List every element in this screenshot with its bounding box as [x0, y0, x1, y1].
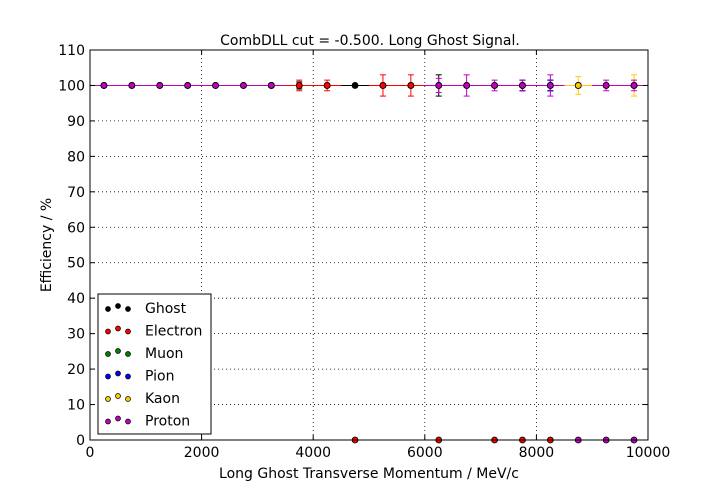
legend-label: Electron	[145, 324, 202, 340]
y-tick-label: 60	[67, 220, 85, 236]
legend-marker	[115, 393, 121, 399]
x-tick-label: 10000	[626, 445, 671, 461]
legend-marker	[115, 415, 121, 422]
legend-marker	[105, 396, 111, 402]
legend-label: Muon	[145, 346, 183, 362]
y-tick-label: 20	[67, 362, 85, 378]
legend-marker	[125, 396, 131, 402]
legend-marker	[105, 373, 111, 380]
legend-label: Pion	[145, 369, 174, 385]
data-point	[379, 82, 387, 89]
y-tick-label: 30	[67, 327, 85, 343]
data-point	[323, 82, 331, 89]
x-tick-label: 6000	[407, 445, 443, 461]
data-point	[351, 82, 359, 89]
chart-title: CombDLL cut = -0.500. Long Ghost Signal.	[220, 33, 520, 49]
legend-label: Ghost	[145, 301, 187, 317]
series-electron	[257, 74, 565, 444]
data-point	[267, 82, 275, 89]
plot-frame	[89, 49, 649, 441]
x-tick-label: 2000	[184, 445, 220, 461]
legend-entry: Muon	[105, 346, 183, 362]
legend-marker	[125, 306, 131, 312]
y-tick-label: 0	[76, 433, 85, 449]
data-point	[463, 82, 471, 89]
legend-marker	[125, 373, 131, 380]
legend-marker	[105, 418, 111, 425]
x-tick-label: 4000	[295, 445, 331, 461]
data-point	[240, 82, 247, 89]
legend-box	[97, 293, 212, 435]
legend-marker	[115, 303, 121, 309]
legend-entry: Pion	[105, 369, 174, 385]
data-point	[546, 82, 554, 89]
legend-marker	[115, 325, 121, 332]
data-point	[156, 82, 164, 89]
series-proton	[90, 74, 648, 444]
legend-entry: Electron	[105, 324, 202, 340]
legend-entry: Kaon	[105, 391, 180, 407]
data-point	[295, 82, 303, 89]
data-point	[574, 82, 582, 89]
x-axis-label: Long Ghost Transverse Momentum / MeV/c	[219, 466, 519, 482]
legend-marker	[105, 351, 111, 357]
y-tick-label: 40	[67, 291, 85, 307]
y-tick-label: 80	[67, 149, 85, 165]
y-tick-label: 70	[67, 185, 85, 201]
legend-marker	[125, 351, 131, 357]
y-tick-label: 110	[58, 43, 85, 59]
legend-marker	[105, 306, 111, 312]
legend-label: Proton	[145, 414, 190, 430]
data-point	[100, 82, 108, 89]
data-point	[519, 82, 526, 89]
data-point	[630, 82, 638, 89]
legend-entry: Proton	[105, 414, 190, 430]
legend: Ghost Electron Muon Pion Kaon Proton	[97, 293, 212, 435]
y-tick-label: 10	[67, 398, 85, 414]
axis-ticks: 0 2000 4000 6000 8000 10000 0 10 20 30 40 50 60 70 80 9…	[58, 43, 670, 461]
x-tick-label: 8000	[519, 445, 555, 461]
x-tick-label: 0	[86, 445, 95, 461]
legend-label: Kaon	[145, 391, 180, 407]
y-tick-label: 50	[67, 256, 85, 272]
legend-marker	[115, 370, 121, 377]
y-tick-label: 100	[58, 78, 85, 94]
legend-marker	[125, 328, 131, 335]
y-tick-label: 90	[67, 114, 85, 130]
data-point	[491, 82, 498, 89]
data-point	[212, 82, 219, 89]
legend-marker	[115, 348, 121, 354]
legend-marker	[125, 418, 131, 425]
y-axis-label: Efficiency / %	[39, 198, 55, 292]
data-point	[435, 82, 443, 89]
data-point	[184, 82, 192, 89]
legend-entry: Ghost	[105, 301, 187, 317]
data-point	[128, 82, 136, 89]
legend-marker	[105, 328, 111, 335]
data-point	[407, 82, 415, 89]
data-point	[602, 82, 610, 89]
